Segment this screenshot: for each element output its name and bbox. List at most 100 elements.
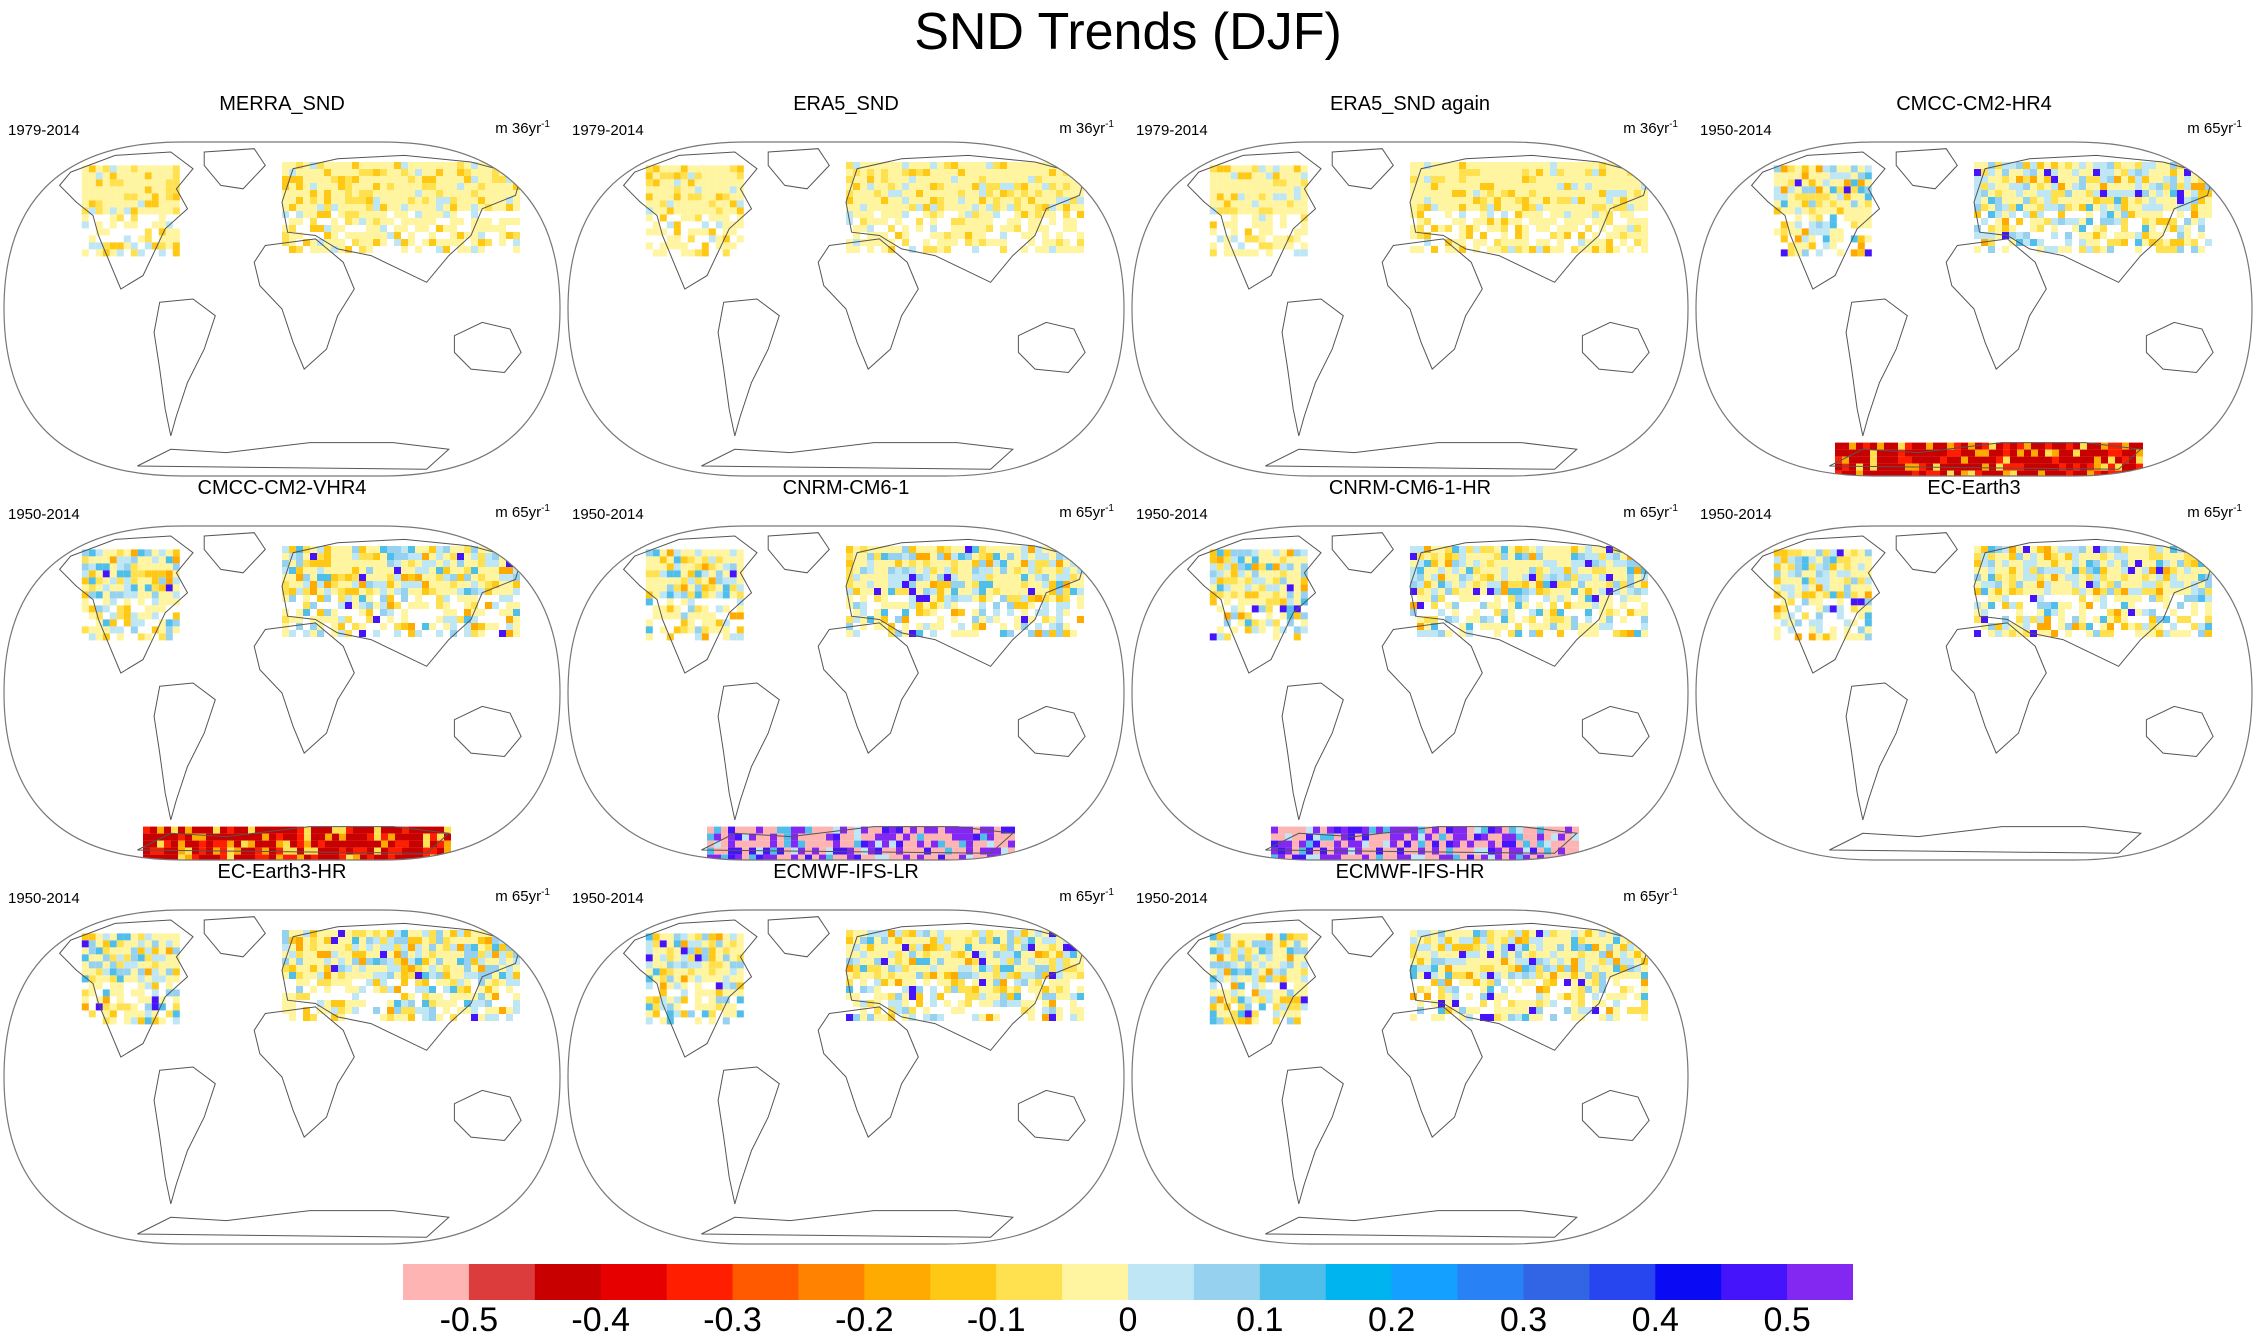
trend-cell	[289, 246, 296, 253]
panel-title: ERA5_SND again	[1329, 93, 1491, 115]
trend-cell	[1578, 546, 1585, 553]
trend-cell	[374, 847, 381, 855]
trend-cell	[1502, 840, 1509, 848]
trend-cell	[324, 232, 331, 239]
trend-cell	[2163, 190, 2170, 197]
trend-cell	[1244, 584, 1252, 592]
trend-cell	[937, 239, 944, 246]
trend-cell	[895, 190, 902, 197]
trend-cell	[437, 847, 444, 855]
trend-cell	[1996, 442, 2003, 450]
trend-cell	[1223, 598, 1231, 606]
trend-cell	[2184, 190, 2191, 197]
trend-cell	[652, 165, 660, 173]
trend-cell	[687, 207, 695, 215]
trend-cell	[1473, 176, 1480, 183]
trend-cell	[1425, 854, 1432, 860]
trend-cell	[436, 190, 443, 197]
trend-cell	[986, 560, 993, 567]
trend-cell	[387, 169, 394, 176]
trend-cell	[88, 626, 96, 634]
trend-cell	[645, 179, 653, 187]
trend-cell	[1981, 553, 1988, 560]
trend-cell	[360, 840, 367, 848]
trend-cell	[666, 200, 674, 208]
trend-cell	[2129, 449, 2136, 457]
trend-cell	[1947, 442, 1954, 450]
trend-cell	[1801, 172, 1809, 180]
trend-cell	[1787, 249, 1795, 257]
trend-cell	[1543, 560, 1550, 567]
trend-cell	[881, 211, 888, 218]
trend-cell	[478, 204, 485, 211]
trend-cell	[1829, 605, 1837, 613]
trend-cell	[1627, 246, 1634, 253]
trend-cell	[2114, 190, 2121, 197]
trend-cell	[324, 567, 331, 574]
trend-cell	[2009, 553, 2016, 560]
trend-cell	[958, 211, 965, 218]
trend-cell	[1410, 546, 1417, 553]
trend-cell	[2094, 470, 2101, 476]
trend-cell	[1850, 235, 1858, 243]
trend-cell	[1056, 190, 1063, 197]
trend-cell	[297, 854, 304, 860]
trend-cell	[1974, 162, 1981, 169]
trend-cell	[2156, 560, 2163, 567]
trend-cell	[1480, 623, 1487, 630]
trend-cell	[1070, 553, 1077, 560]
trend-cell	[352, 162, 359, 169]
trend-cell	[986, 176, 993, 183]
trend-cell	[1530, 847, 1537, 855]
trend-cell	[1557, 588, 1564, 595]
trend-cell	[116, 556, 124, 564]
trend-cell	[708, 584, 716, 592]
trend-cell	[2121, 183, 2128, 190]
trend-cell	[1014, 581, 1021, 588]
trend-cell	[1473, 609, 1480, 616]
trend-cell	[1864, 633, 1872, 641]
trend-cell	[2184, 176, 2191, 183]
trend-cell	[282, 204, 289, 211]
trend-cell	[2100, 232, 2107, 239]
trend-cell	[1641, 246, 1648, 253]
trend-cell	[1627, 218, 1634, 225]
trend-cell	[673, 172, 681, 180]
trend-cell	[1968, 449, 1975, 457]
trend-cell	[979, 574, 986, 581]
trend-cell	[1070, 630, 1077, 637]
trend-cell	[130, 186, 138, 194]
trend-cell	[130, 612, 138, 620]
trend-cell	[1237, 186, 1245, 194]
world-map	[1695, 525, 2253, 861]
trend-cell	[729, 200, 737, 208]
trend-cell	[1536, 609, 1543, 616]
trend-cell	[742, 840, 749, 848]
trend-cell	[1424, 553, 1431, 560]
trend-cell	[1014, 616, 1021, 623]
trend-cell	[1585, 176, 1592, 183]
trend-cell	[1306, 833, 1313, 841]
trend-cell	[965, 225, 972, 232]
trend-cell	[777, 840, 784, 848]
trend-cell	[1432, 833, 1439, 841]
trend-cell	[2177, 581, 2184, 588]
trend-cell	[401, 162, 408, 169]
trend-cell	[296, 232, 303, 239]
trend-cell	[1606, 595, 1613, 602]
trend-cell	[81, 549, 89, 557]
trend-cell	[1070, 588, 1077, 595]
trend-cell	[478, 218, 485, 225]
trend-cell	[296, 609, 303, 616]
trend-cell	[2065, 232, 2072, 239]
trend-cell	[95, 207, 103, 215]
trend-cell	[1049, 176, 1056, 183]
trend-cell	[1536, 630, 1543, 637]
trend-cell	[729, 165, 737, 173]
trend-cell	[1028, 211, 1035, 218]
trend-cell	[436, 169, 443, 176]
trend-cell	[2177, 183, 2184, 190]
trend-cell	[2177, 567, 2184, 574]
trend-cell	[715, 570, 723, 578]
trend-cell	[833, 840, 840, 848]
